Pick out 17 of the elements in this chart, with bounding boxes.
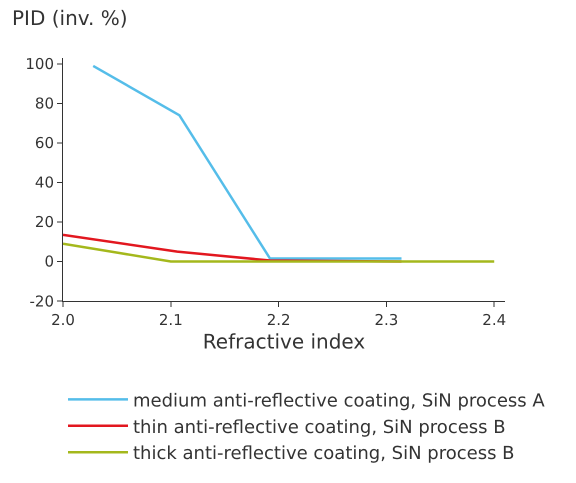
legend-label: medium anti-reflective coating, SiN process A bbox=[133, 390, 546, 412]
x-tick-label: 2.0 bbox=[51, 311, 75, 329]
y-tick-label: 100 bbox=[25, 55, 54, 74]
y-axis-title: PID (inv. %) bbox=[12, 6, 128, 30]
x-tick-label: 2.1 bbox=[158, 311, 183, 329]
x-axis-title: Refractive index bbox=[202, 330, 366, 354]
y-tick-label: 80 bbox=[34, 94, 54, 113]
y-tick-label: 60 bbox=[34, 134, 54, 152]
y-tick-label: 0 bbox=[44, 252, 54, 271]
legend-label: thin anti-reflective coating, SiN process B bbox=[133, 416, 506, 438]
x-tick-label: 2.2 bbox=[266, 311, 291, 329]
x-tick-label: 2.3 bbox=[374, 311, 398, 329]
y-tick-label: 20 bbox=[34, 213, 54, 232]
y-tick-label: -20 bbox=[30, 292, 54, 310]
legend-label: thick anti-reflective coating, SiN process B bbox=[133, 443, 515, 464]
x-tick-label: 2.4 bbox=[482, 311, 506, 329]
y-tick-label: 40 bbox=[34, 174, 54, 192]
